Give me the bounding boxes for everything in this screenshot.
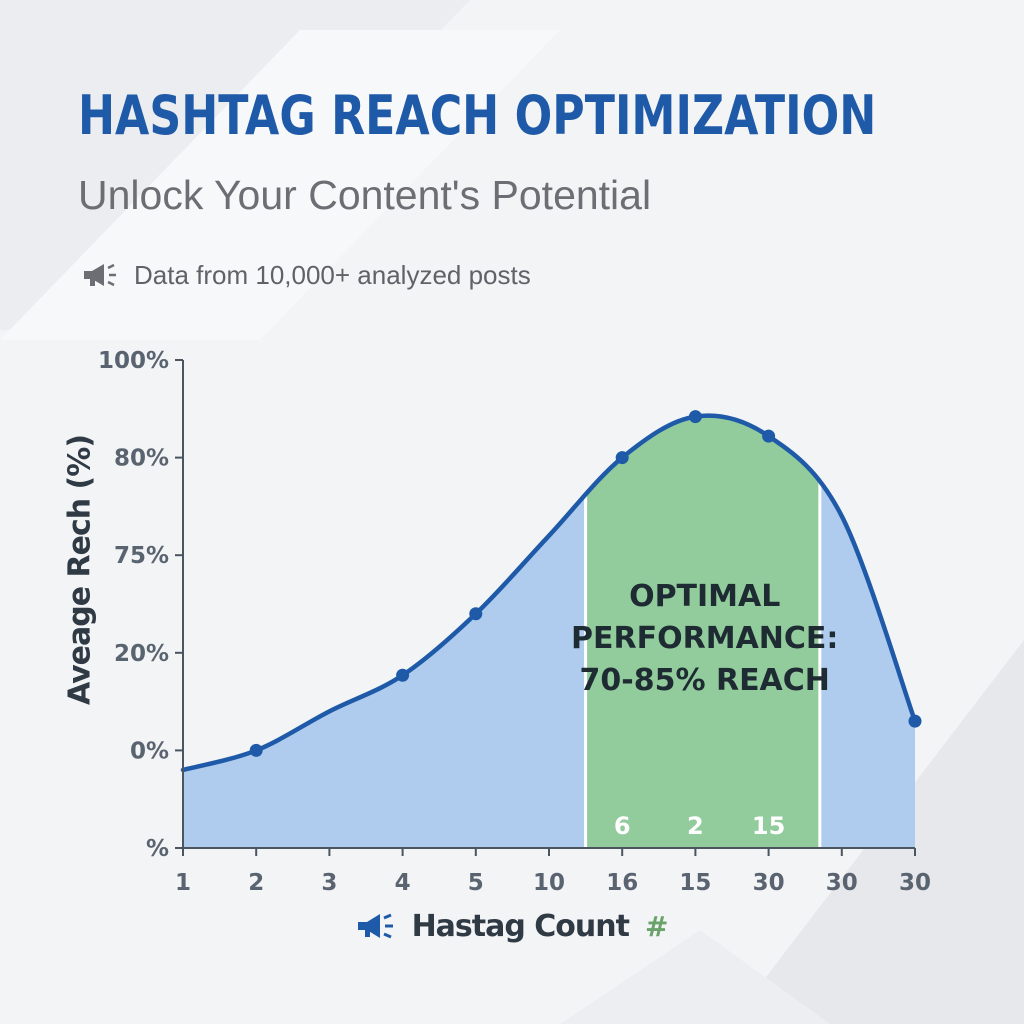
optimal-zone-label: 70-85% REACH bbox=[580, 663, 830, 698]
x-tick-label: 4 bbox=[395, 870, 411, 896]
x-tick-label: 30 bbox=[753, 870, 785, 896]
x-axis-label: Hastag Count # bbox=[0, 904, 1024, 948]
optimal-zone-value: 6 bbox=[614, 812, 631, 840]
page-subtitle: Unlock Your Content's Potential bbox=[78, 172, 652, 218]
data-point bbox=[469, 607, 483, 621]
data-source-note: Data from 10,000+ analyzed posts bbox=[82, 258, 531, 292]
y-axis-label-text: Aveage Rech (%) bbox=[62, 434, 98, 706]
x-tick-label: 2 bbox=[248, 870, 264, 896]
data-point bbox=[762, 429, 776, 443]
x-tick-label: 10 bbox=[533, 870, 565, 896]
y-tick-label: 75% bbox=[114, 543, 169, 569]
optimal-zone-label: OPTIMAL bbox=[629, 579, 780, 614]
y-tick-label: 0% bbox=[130, 738, 169, 764]
optimal-zone bbox=[585, 415, 820, 848]
x-tick-label: 5 bbox=[468, 870, 484, 896]
data-point bbox=[615, 451, 629, 465]
note-text: Data from 10,000+ analyzed posts bbox=[134, 259, 531, 290]
hash-symbol: # bbox=[644, 909, 669, 943]
data-point bbox=[249, 743, 263, 757]
optimal-zone-value: 15 bbox=[752, 812, 785, 840]
reach-line bbox=[180, 413, 918, 773]
optimal-zone-value: 2 bbox=[687, 812, 704, 840]
y-tick-label: 100% bbox=[98, 348, 169, 374]
megaphone-icon bbox=[357, 913, 393, 939]
y-tick-label: 20% bbox=[114, 641, 169, 667]
optimal-zone-label: PERFORMANCE: bbox=[571, 621, 838, 656]
x-tick-label: 30 bbox=[899, 870, 931, 896]
data-point bbox=[908, 714, 922, 728]
x-tick-label: 15 bbox=[679, 870, 711, 896]
y-tick-label: % bbox=[146, 836, 169, 862]
page-title: HASHTAG REACH OPTIMIZATION bbox=[78, 84, 877, 147]
megaphone-icon bbox=[84, 263, 116, 287]
x-tick-label: 1 bbox=[175, 870, 191, 896]
data-point bbox=[396, 668, 410, 682]
x-tick-label: 16 bbox=[606, 870, 638, 896]
data-point bbox=[688, 410, 702, 424]
y-tick-label: 80% bbox=[114, 446, 169, 472]
x-tick-label: 30 bbox=[826, 870, 858, 896]
x-axis-label-text: Hastag Count bbox=[411, 908, 630, 944]
x-tick-label: 3 bbox=[321, 870, 337, 896]
